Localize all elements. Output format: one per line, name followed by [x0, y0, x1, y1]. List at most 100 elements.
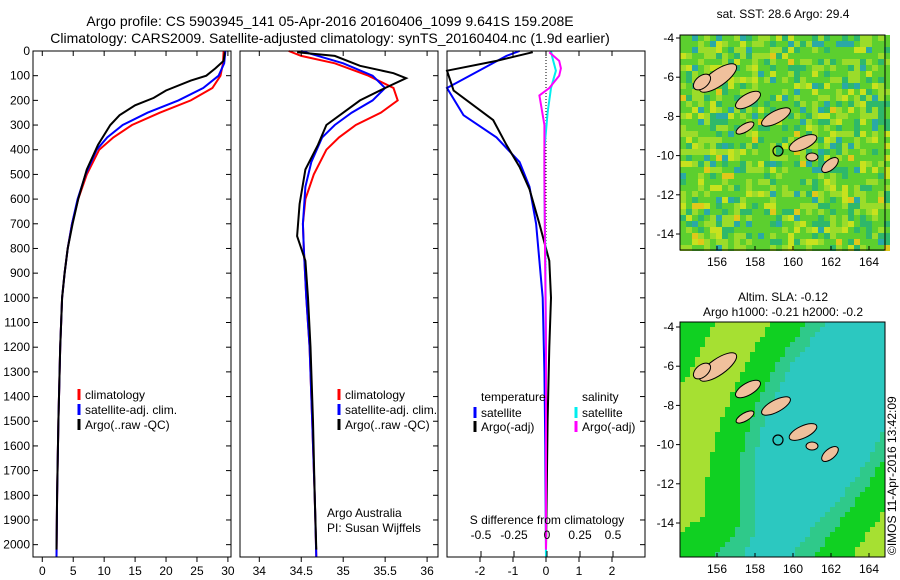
map-cell — [680, 467, 685, 472]
map-cell — [680, 362, 685, 367]
map-cell — [720, 552, 725, 557]
map-cell — [878, 203, 884, 209]
map-cell — [820, 327, 825, 332]
map-cell — [790, 422, 795, 427]
map-cell — [845, 532, 850, 537]
map-cell — [794, 113, 800, 119]
map-cell — [692, 131, 698, 137]
map-cell — [820, 432, 825, 437]
island-shape — [698, 352, 738, 382]
map-cell — [820, 357, 825, 362]
map-cell — [765, 352, 770, 357]
map-cell — [860, 35, 866, 41]
map-cell — [765, 417, 770, 422]
map-cell — [825, 322, 830, 327]
map-cell — [794, 227, 800, 233]
map-cell — [740, 77, 746, 83]
map-cell — [825, 357, 830, 362]
map-cell — [725, 417, 730, 422]
map-cell — [875, 397, 880, 402]
map-cell — [860, 101, 866, 107]
map-cell — [854, 59, 860, 65]
map-cell — [755, 517, 760, 522]
map-cell — [842, 203, 848, 209]
map-cell — [704, 47, 710, 53]
map-cell — [734, 35, 740, 41]
map-cell — [705, 402, 710, 407]
map-cell — [830, 482, 835, 487]
map-cell — [842, 179, 848, 185]
map-cell — [788, 119, 794, 125]
map-cell — [840, 442, 845, 447]
map-cell — [770, 167, 776, 173]
map-cell — [728, 47, 734, 53]
map-cell — [695, 507, 700, 512]
map-cell — [865, 337, 870, 342]
map-cell — [860, 432, 865, 437]
map-cell — [880, 542, 885, 547]
map-cell — [782, 143, 788, 149]
map-cell — [810, 352, 815, 357]
map-cell — [722, 155, 728, 161]
map-cell — [746, 191, 752, 197]
map-cell — [746, 47, 752, 53]
map-cell — [830, 522, 835, 527]
map-cell — [830, 119, 836, 125]
map-cell — [680, 185, 686, 191]
map-cell — [825, 427, 830, 432]
map-cell — [836, 137, 842, 143]
map-cell — [704, 233, 710, 239]
map-cell — [780, 432, 785, 437]
map-cell — [758, 83, 764, 89]
map-cell — [880, 472, 885, 477]
map-cell — [860, 542, 865, 547]
map-cell — [770, 101, 776, 107]
map-cell — [800, 527, 805, 532]
map-cell — [782, 35, 788, 41]
map-cell — [680, 327, 685, 332]
map-cell — [725, 452, 730, 457]
map-cell — [776, 149, 782, 155]
map-cell — [720, 422, 725, 427]
map-cell — [854, 101, 860, 107]
map-cell — [700, 487, 705, 492]
map-cell — [878, 107, 884, 113]
map-cell — [760, 397, 765, 402]
map-cell — [788, 173, 794, 179]
map-cell — [765, 427, 770, 432]
map-cell — [680, 203, 686, 209]
map-cell — [850, 427, 855, 432]
map-cell — [818, 137, 824, 143]
map-cell — [760, 372, 765, 377]
map-cell — [760, 502, 765, 507]
map-cell — [880, 337, 885, 342]
map-cell — [884, 167, 890, 173]
map-cell — [870, 432, 875, 437]
map-cell — [716, 209, 722, 215]
map-cell — [872, 47, 878, 53]
map-cell — [836, 101, 842, 107]
map-cell — [818, 131, 824, 137]
map-cell — [785, 487, 790, 492]
map-cell — [830, 131, 836, 137]
x-tick-label: -1 — [508, 564, 519, 578]
map-cell — [720, 467, 725, 472]
map-cell — [765, 457, 770, 462]
map-cell — [765, 467, 770, 472]
map-cell — [730, 452, 735, 457]
map-cell — [860, 173, 866, 179]
map-cell — [745, 322, 750, 327]
map-cell — [794, 89, 800, 95]
map-frame — [679, 321, 886, 558]
map-cell — [746, 149, 752, 155]
x2-tick-label: -0.5 — [471, 528, 492, 542]
map-cell — [780, 532, 785, 537]
map-cell — [795, 502, 800, 507]
map-cell — [818, 245, 824, 251]
map-cell — [685, 517, 690, 522]
map-cell — [785, 387, 790, 392]
annotation-text: PI: Susan Wijffels — [327, 521, 421, 535]
map-cell — [880, 362, 885, 367]
map-lat-label: -4 — [663, 320, 674, 334]
map-cell — [755, 347, 760, 352]
